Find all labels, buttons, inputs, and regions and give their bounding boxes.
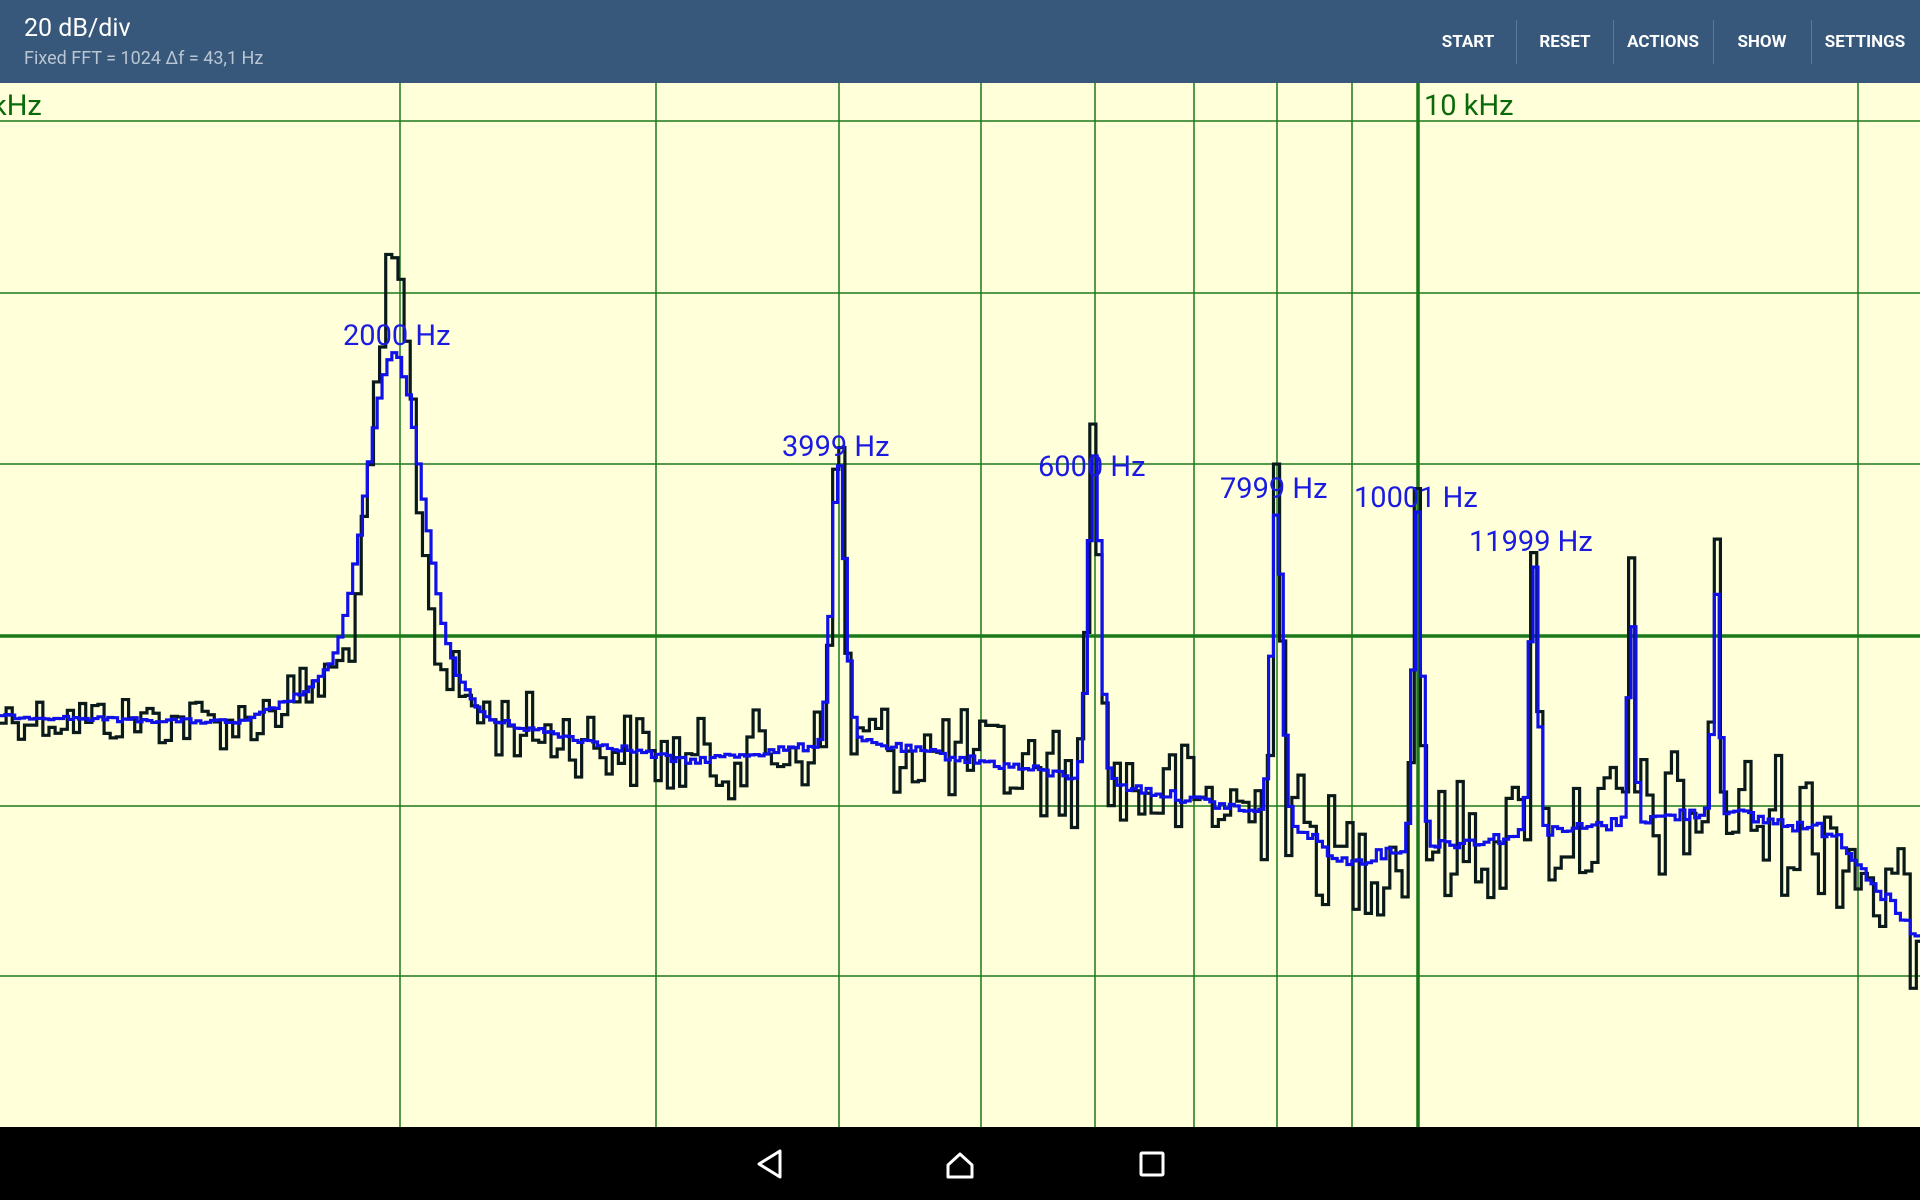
peak-label: 11999 Hz	[1469, 525, 1593, 559]
reset-button[interactable]: RESET	[1539, 32, 1591, 52]
separator	[1516, 20, 1517, 64]
peak-label: 7999 Hz	[1220, 472, 1327, 506]
navigation-bar	[0, 1127, 1920, 1200]
back-button[interactable]	[757, 1149, 782, 1179]
separator	[1613, 20, 1614, 64]
peak-label: 10001 Hz	[1354, 481, 1478, 515]
peak-label: 3999 Hz	[782, 430, 889, 464]
settings-button[interactable]: SETTINGS	[1824, 32, 1906, 52]
show-button[interactable]: SHOW	[1737, 32, 1787, 52]
grid	[0, 83, 1920, 1127]
separator	[1811, 20, 1812, 64]
recents-button[interactable]	[1139, 1151, 1165, 1177]
axis-label: kHz	[0, 89, 42, 123]
traces	[0, 252, 1920, 990]
peak-label: 6000 Hz	[1038, 450, 1145, 484]
axis-label: 10 kHz	[1424, 89, 1514, 123]
start-button[interactable]: START	[1441, 32, 1495, 52]
action-bar: 20 dB/div Fixed FFT = 1024 Δf = 43,1 Hz …	[0, 0, 1920, 83]
spectrum-trace	[0, 351, 1920, 938]
title: 20 dB/div	[24, 14, 131, 43]
spectrum-plot: kHz 10 kHz 2000 Hz 3999 Hz 6000 Hz 7999 …	[0, 83, 1920, 1127]
spectrum-trace	[0, 252, 1920, 990]
actions-button[interactable]: ACTIONS	[1627, 32, 1699, 52]
home-button[interactable]	[946, 1152, 974, 1179]
plot-background	[0, 83, 1920, 1127]
peak-label: 2000 Hz	[343, 319, 450, 353]
separator	[1713, 20, 1714, 64]
subtitle: Fixed FFT = 1024 Δf = 43,1 Hz	[24, 48, 264, 69]
